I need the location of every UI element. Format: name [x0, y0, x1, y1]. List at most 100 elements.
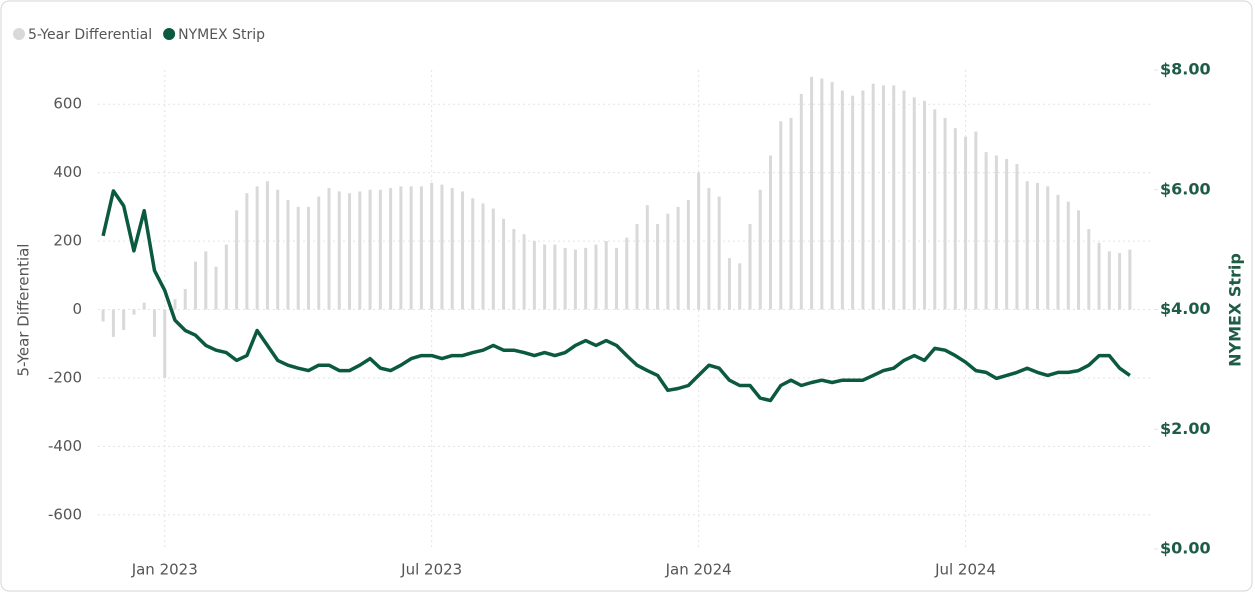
bar: [738, 263, 742, 310]
bar: [1005, 158, 1009, 310]
bar: [173, 299, 177, 310]
bar: [306, 206, 310, 310]
bar: [707, 188, 711, 310]
bar: [902, 90, 906, 310]
bar: [984, 152, 988, 310]
bar: [224, 244, 228, 310]
bar: [840, 90, 844, 310]
bar: [604, 241, 608, 310]
bar: [1077, 210, 1081, 310]
bar: [111, 309, 115, 337]
y-tick-label: -200: [48, 368, 82, 386]
y2-tick-label: $6.00: [1160, 179, 1211, 198]
bar: [1035, 182, 1039, 310]
y-axis-title: 5-Year Differential: [15, 244, 33, 377]
bar: [912, 97, 916, 310]
bar: [194, 261, 198, 310]
bar: [1015, 164, 1019, 310]
legend-label: NYMEX Strip: [178, 27, 265, 43]
bar: [122, 309, 126, 331]
bar: [1066, 201, 1070, 310]
bar: [132, 309, 136, 315]
line: [101, 189, 1131, 403]
bar: [163, 309, 167, 378]
bar: [1128, 249, 1132, 310]
bar: [337, 191, 341, 310]
bar: [460, 191, 464, 310]
bar: [409, 186, 413, 310]
bar: [871, 83, 875, 310]
bar: [327, 188, 331, 310]
bar: [502, 218, 506, 310]
bar: [1118, 253, 1122, 310]
bar: [758, 189, 762, 310]
bar: [820, 78, 824, 310]
y-tick-label: 200: [53, 232, 82, 250]
bar: [923, 100, 927, 310]
bar: [430, 182, 434, 310]
bar: [573, 249, 577, 310]
bar: [851, 95, 855, 310]
bar: [553, 244, 557, 310]
bar: [645, 205, 649, 310]
bar: [276, 189, 280, 310]
y-tick-label: -600: [48, 505, 82, 523]
x-tick-label: Jul 2023: [400, 561, 462, 579]
bar: [389, 188, 393, 310]
bar: [255, 186, 259, 310]
bar: [943, 117, 947, 310]
bar: [666, 213, 670, 310]
bar: [727, 258, 731, 310]
bar: [368, 189, 372, 310]
y-tick-label: 400: [53, 163, 82, 181]
y2-tick-label: $0.00: [1160, 539, 1211, 558]
bar: [615, 247, 618, 310]
bar: [1107, 251, 1111, 310]
bar: [974, 131, 978, 310]
bar: [204, 251, 208, 310]
bar: [799, 93, 803, 310]
bar: [953, 128, 957, 310]
bar: [563, 247, 567, 310]
bar: [481, 203, 485, 310]
bar: [717, 196, 721, 310]
bar: [656, 223, 660, 310]
bar: [471, 198, 475, 310]
y-tick-label: 600: [53, 95, 82, 113]
y-tick-label: 0: [72, 300, 82, 318]
bar: [378, 189, 382, 310]
x-tick-label: Jan 2023: [131, 561, 198, 579]
bar: [142, 302, 146, 310]
bar: [296, 206, 300, 310]
y2-tick-label: $4.00: [1160, 299, 1211, 318]
bar: [584, 247, 588, 310]
bar: [881, 85, 885, 310]
legend-label: 5-Year Differential: [28, 27, 152, 43]
bar: [994, 155, 998, 310]
bar: [1056, 194, 1060, 310]
bar: [522, 234, 526, 310]
bar: [964, 136, 968, 310]
bar: [789, 117, 793, 310]
legend-marker: [13, 28, 25, 40]
bar: [419, 186, 423, 310]
bar: [440, 184, 444, 310]
bar: [697, 172, 701, 310]
bar: [317, 196, 321, 310]
bar: [594, 244, 598, 310]
bar: [399, 186, 403, 310]
bar: [1046, 186, 1050, 310]
bar: [933, 109, 937, 310]
bar: [779, 121, 783, 310]
bar: [861, 90, 865, 310]
bar: [810, 76, 814, 310]
bar: [635, 223, 639, 310]
bar: [625, 237, 629, 310]
bar: [286, 200, 290, 310]
bar: [1025, 181, 1029, 310]
x-tick-label: Jul 2024: [934, 561, 996, 579]
bar: [512, 229, 516, 310]
bar: [101, 309, 105, 322]
bar: [676, 206, 680, 310]
